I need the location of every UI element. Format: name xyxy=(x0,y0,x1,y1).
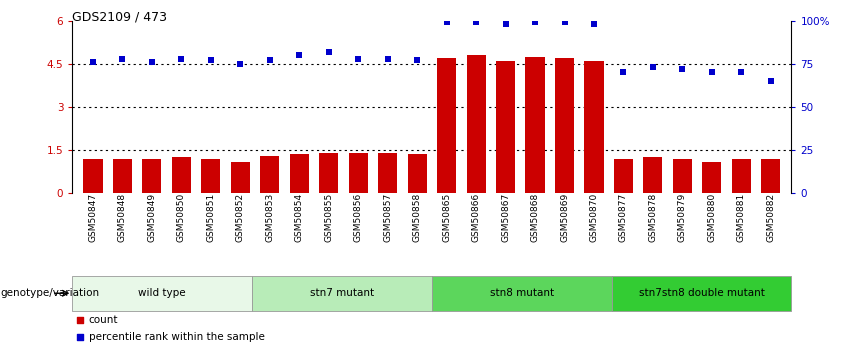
Point xyxy=(72,317,86,323)
Text: genotype/variation: genotype/variation xyxy=(0,288,99,298)
Point xyxy=(381,56,395,61)
Point xyxy=(174,56,188,61)
Bar xyxy=(289,155,309,193)
Text: GSM50865: GSM50865 xyxy=(443,193,451,243)
Text: GSM50850: GSM50850 xyxy=(177,193,186,243)
Bar xyxy=(673,159,692,193)
Bar xyxy=(555,58,574,193)
Point xyxy=(587,21,601,27)
Point xyxy=(557,20,571,25)
Bar xyxy=(252,276,431,310)
Text: stn8 mutant: stn8 mutant xyxy=(489,288,554,298)
Point xyxy=(233,61,247,67)
Bar xyxy=(83,159,102,193)
Bar xyxy=(260,156,279,193)
Point xyxy=(293,52,306,58)
Text: GSM50857: GSM50857 xyxy=(383,193,392,243)
Bar xyxy=(349,153,368,193)
Bar xyxy=(231,161,250,193)
Text: stn7stn8 double mutant: stn7stn8 double mutant xyxy=(638,288,764,298)
Point xyxy=(528,20,542,25)
Point xyxy=(410,58,424,63)
Text: GSM50879: GSM50879 xyxy=(678,193,687,243)
Text: GSM50867: GSM50867 xyxy=(501,193,510,243)
Point xyxy=(734,70,748,75)
Point xyxy=(499,21,512,27)
Point xyxy=(72,335,86,340)
Text: GSM50848: GSM50848 xyxy=(118,193,127,242)
Point xyxy=(86,59,100,65)
Point xyxy=(646,65,660,70)
Text: count: count xyxy=(89,315,118,325)
Text: GSM50849: GSM50849 xyxy=(147,193,157,242)
Text: GSM50856: GSM50856 xyxy=(354,193,363,243)
Text: GSM50855: GSM50855 xyxy=(324,193,334,243)
Text: GSM50847: GSM50847 xyxy=(89,193,98,242)
Point xyxy=(617,70,631,75)
Point xyxy=(322,49,335,55)
Text: GSM50877: GSM50877 xyxy=(619,193,628,243)
Bar xyxy=(525,57,545,193)
Bar xyxy=(202,159,220,193)
Point xyxy=(204,58,218,63)
Bar xyxy=(142,159,162,193)
Bar xyxy=(431,276,612,310)
Text: GSM50854: GSM50854 xyxy=(294,193,304,242)
Text: GSM50866: GSM50866 xyxy=(471,193,481,243)
Text: GSM50881: GSM50881 xyxy=(737,193,745,243)
Text: percentile rank within the sample: percentile rank within the sample xyxy=(89,333,265,342)
Point xyxy=(263,58,277,63)
Text: stn7 mutant: stn7 mutant xyxy=(310,288,374,298)
Text: GSM50878: GSM50878 xyxy=(648,193,658,243)
Text: GSM50882: GSM50882 xyxy=(766,193,775,242)
Text: GSM50852: GSM50852 xyxy=(236,193,245,242)
Bar xyxy=(172,157,191,193)
Bar xyxy=(496,61,515,193)
Bar xyxy=(732,159,751,193)
Bar xyxy=(113,159,132,193)
Text: GSM50870: GSM50870 xyxy=(590,193,598,243)
Point xyxy=(676,66,689,72)
Text: GSM50868: GSM50868 xyxy=(530,193,540,243)
Point xyxy=(351,56,365,61)
Bar xyxy=(585,61,603,193)
Bar xyxy=(762,159,780,193)
Bar xyxy=(408,155,426,193)
Bar xyxy=(643,157,662,193)
Text: GSM50858: GSM50858 xyxy=(413,193,421,243)
Point xyxy=(116,56,129,61)
Bar xyxy=(72,276,252,310)
Bar xyxy=(612,276,791,310)
Text: GDS2109 / 473: GDS2109 / 473 xyxy=(72,10,168,23)
Point xyxy=(705,70,718,75)
Bar xyxy=(614,159,633,193)
Bar xyxy=(437,58,456,193)
Text: GSM50853: GSM50853 xyxy=(266,193,274,243)
Point xyxy=(469,20,483,25)
Text: GSM50869: GSM50869 xyxy=(560,193,569,243)
Bar xyxy=(702,161,722,193)
Text: GSM50880: GSM50880 xyxy=(707,193,717,243)
Text: wild type: wild type xyxy=(139,288,186,298)
Text: GSM50851: GSM50851 xyxy=(206,193,215,243)
Point xyxy=(146,59,159,65)
Point xyxy=(440,20,454,25)
Point xyxy=(764,78,778,84)
Bar xyxy=(378,153,397,193)
Bar xyxy=(466,55,486,193)
Bar xyxy=(319,153,339,193)
